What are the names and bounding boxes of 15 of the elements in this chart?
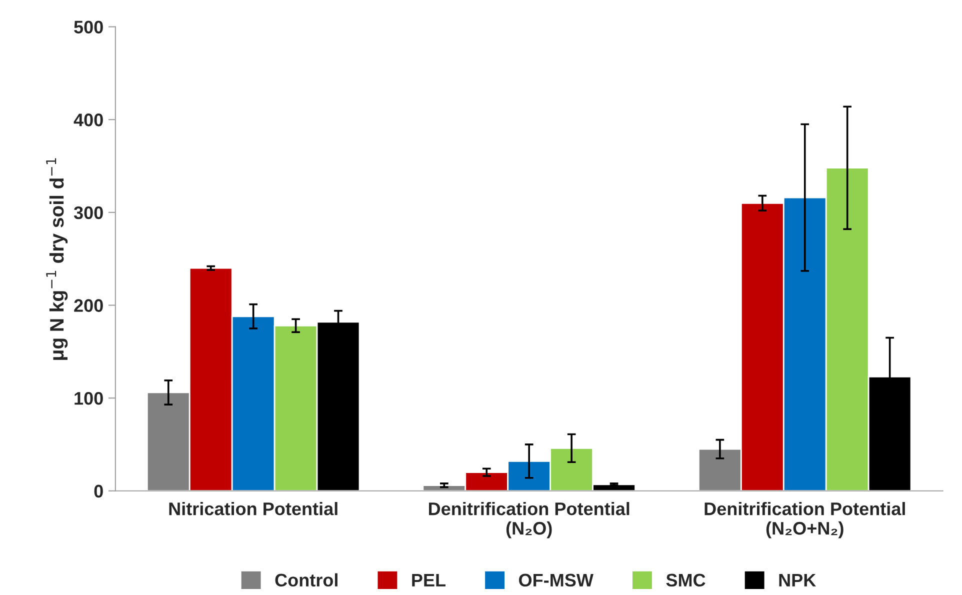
x-tick-label: Nitrication Potential — [169, 502, 338, 516]
legend-label: Control — [275, 573, 338, 587]
y-tick-label: 400 — [74, 114, 103, 126]
y-tick-label: 500 — [74, 20, 103, 34]
x-tick-label: Denitrification Potential (N₂O) — [428, 502, 630, 538]
y-tick-label: 200 — [74, 299, 103, 312]
legend-label: NPK — [779, 574, 816, 586]
y-tick-label: 100 — [74, 392, 103, 405]
legend-label: OF-MSW — [519, 574, 594, 587]
x-tick-label: Denitrification Potential (N₂O+N₂) — [704, 502, 905, 538]
y-tick-label: 300 — [74, 206, 103, 220]
y-axis-title: μg N kg$^{−1}$ dry soil d$^{−1}$ — [46, 158, 68, 360]
y-tick-label: 0 — [94, 484, 103, 498]
legend-label: SMC — [666, 574, 706, 587]
legend-label: PEL — [412, 574, 446, 586]
